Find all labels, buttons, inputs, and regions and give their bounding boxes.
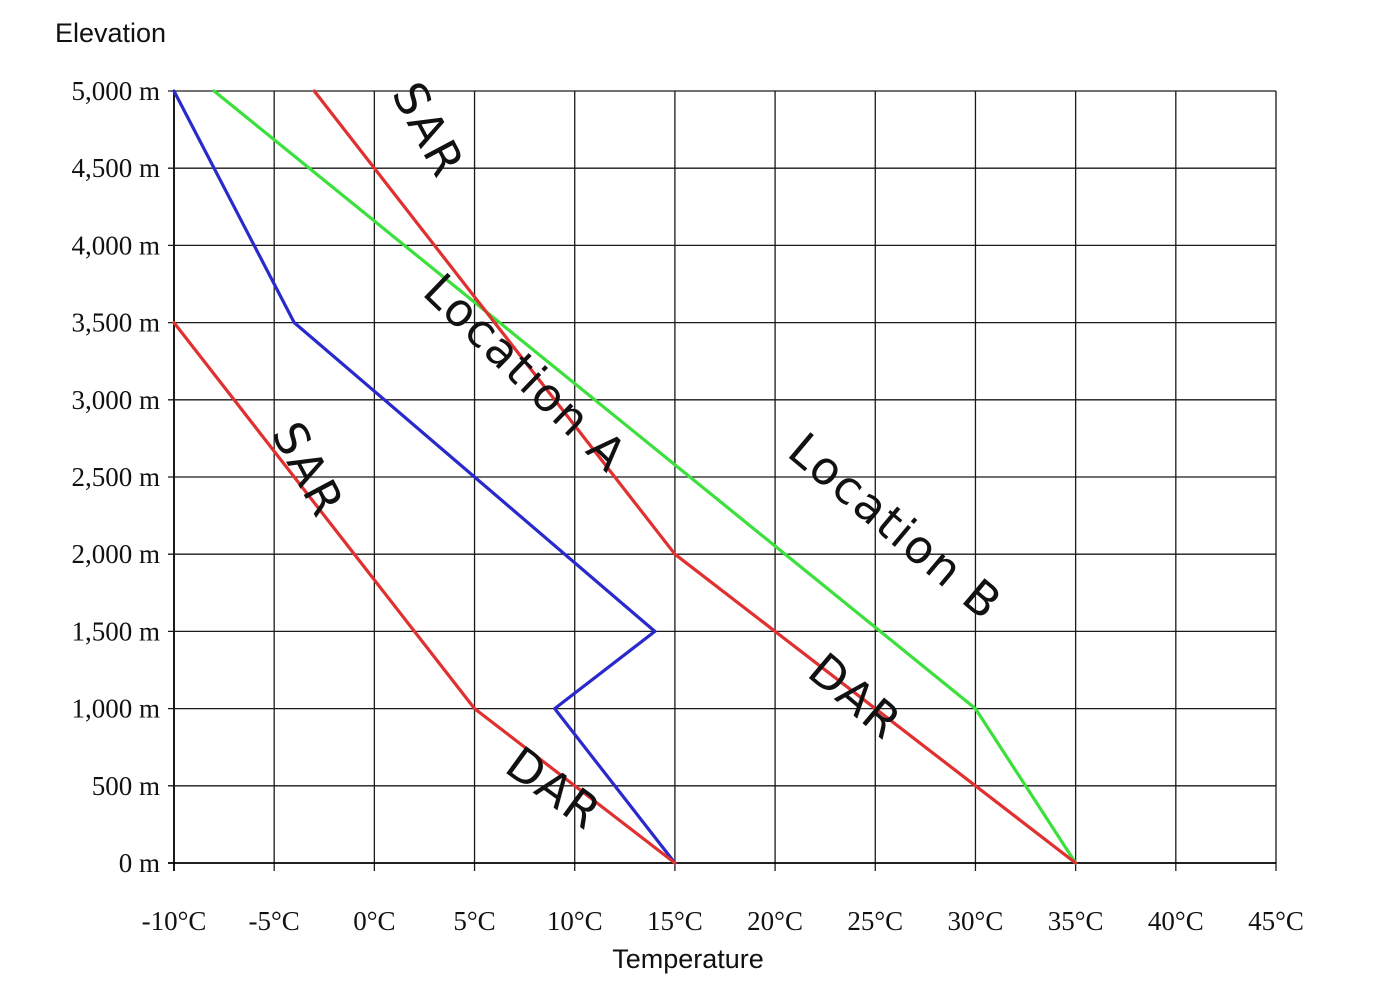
y-tick-label: 2,500 m (71, 462, 160, 492)
chart-grid (168, 90, 1277, 871)
x-tick-label: -5°C (249, 906, 300, 936)
chart-series (172, 89, 1078, 865)
series-line-2 (172, 321, 677, 865)
series-line-4 (312, 89, 1078, 865)
x-tick-label: -10°C (142, 906, 207, 936)
annotation-label: SAR (261, 413, 355, 526)
x-tick-label: 30°C (948, 906, 1004, 936)
annotation-label: Location A (413, 263, 638, 483)
annotation-label: DAR (496, 736, 612, 841)
annotation-label: Location B (778, 422, 1012, 631)
y-tick-label: 1,000 m (71, 694, 160, 724)
y-tick-label: 0 m (119, 848, 160, 878)
x-axis-title: Temperature (612, 944, 764, 974)
x-tick-label: 5°C (453, 906, 495, 936)
y-tick-label: 4,500 m (71, 153, 160, 183)
y-axis-title: Elevation (55, 18, 166, 48)
y-tick-label: 4,000 m (71, 230, 160, 260)
series-line-3 (212, 89, 1078, 865)
x-tick-label: 20°C (747, 906, 803, 936)
x-axis-tick-labels: -10°C -5°C 0°C 5°C 10°C 15°C 20°C 25°C 30°C 35°C 4… (142, 906, 1304, 936)
y-tick-label: 3,000 m (71, 385, 160, 415)
x-tick-label: 10°C (547, 906, 603, 936)
x-tick-label: 0°C (353, 906, 395, 936)
annotation-label: SAR (381, 73, 475, 186)
x-tick-label: 35°C (1048, 906, 1104, 936)
y-tick-label: 5,000 m (71, 76, 160, 106)
x-tick-label: 40°C (1148, 906, 1204, 936)
y-tick-label: 500 m (92, 771, 160, 801)
series-line-1 (172, 89, 677, 865)
y-axis-tick-labels: 0 m 500 m 1,000 m 1,500 m 2,000 m 2,500 m 3,00… (71, 76, 160, 878)
annotation-label: DAR (798, 642, 912, 750)
y-tick-label: 1,500 m (71, 616, 160, 646)
x-tick-label: 15°C (647, 906, 703, 936)
x-tick-label: 45°C (1248, 906, 1304, 936)
x-tick-label: 25°C (847, 906, 903, 936)
y-tick-label: 2,000 m (71, 539, 160, 569)
y-tick-label: 3,500 m (71, 308, 160, 338)
